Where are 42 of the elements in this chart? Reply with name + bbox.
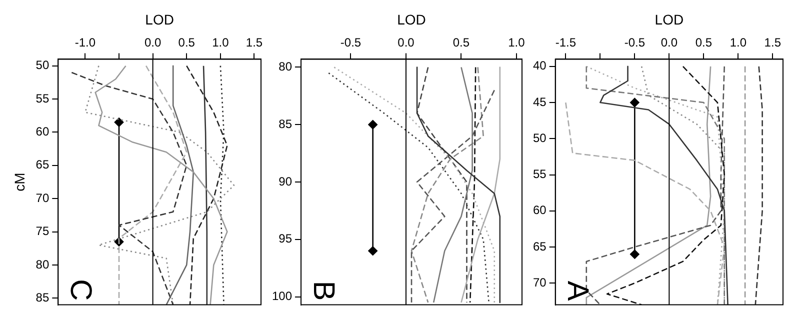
x-tick-label: 0.5 xyxy=(452,35,470,50)
annotation: A xyxy=(561,280,594,301)
y-tick-label: 80 xyxy=(278,60,292,74)
y-tick-label: 95 xyxy=(278,232,292,246)
annotation: C xyxy=(64,279,97,301)
x-tick-label: 1.5 xyxy=(246,35,263,50)
y-tick-label: 65 xyxy=(36,158,50,172)
y-tick-label: 55 xyxy=(532,167,547,182)
x-axis-title: LOD xyxy=(397,11,426,28)
x-tick-label: -1.0 xyxy=(74,35,96,50)
x-tick-label: 0.0 xyxy=(660,35,678,50)
y-tick-label: 90 xyxy=(278,174,292,188)
x-tick-label: 1.0 xyxy=(730,35,747,50)
y-tick-label: 70 xyxy=(532,275,547,290)
x-axis-title: LOD xyxy=(654,11,684,28)
y-tick-label: 50 xyxy=(36,58,50,72)
annotation: B xyxy=(306,280,340,301)
x-tick-label: 1.5 xyxy=(764,35,782,50)
x-tick-label: 0.0 xyxy=(398,35,415,50)
y-tick-label: 75 xyxy=(36,224,50,238)
x-tick-label: -1.5 xyxy=(555,35,576,50)
y-tick-label: 100 xyxy=(272,289,292,304)
y-tick-label: 85 xyxy=(36,290,50,304)
x-tick-label: 1.0 xyxy=(212,35,230,50)
x-axis-title: LOD xyxy=(145,11,174,28)
y-tick-label: 70 xyxy=(36,190,50,205)
x-tick-label: -0.5 xyxy=(340,35,362,50)
y-tick-label: 40 xyxy=(532,58,547,73)
y-tick-label: 60 xyxy=(36,124,50,139)
y-tick-label: 45 xyxy=(532,94,547,109)
y-tick-label: 55 xyxy=(36,91,50,106)
x-tick-label: 0.0 xyxy=(144,35,162,50)
y-tick-label: 60 xyxy=(532,203,547,218)
x-tick-label: 1.0 xyxy=(508,35,526,50)
y-tick-label: 80 xyxy=(36,257,50,272)
y-tick-label: 65 xyxy=(532,239,547,254)
y-tick-label: 85 xyxy=(278,116,292,131)
y-tick-label: 50 xyxy=(532,130,547,145)
x-tick-label: -0.5 xyxy=(624,35,646,50)
x-tick-label: 0.5 xyxy=(178,35,196,50)
x-tick-label: 0.5 xyxy=(695,35,712,50)
y-axis-title: cM xyxy=(11,172,28,192)
